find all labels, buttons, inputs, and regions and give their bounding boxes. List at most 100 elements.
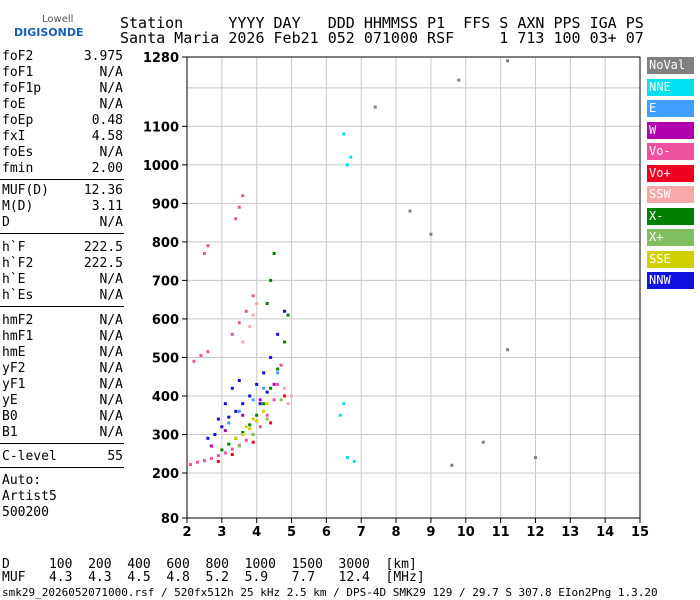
data-point [230, 386, 234, 390]
param-name: M(D) [2, 199, 34, 214]
data-point [234, 436, 238, 440]
data-point [262, 409, 266, 413]
data-point [283, 309, 287, 313]
data-point [237, 409, 241, 413]
data-point [192, 359, 196, 363]
param-hf2: h`F2 222.5 [2, 256, 123, 272]
x-tick-label: 9 [426, 525, 435, 540]
data-point [373, 105, 377, 109]
data-point [237, 205, 241, 209]
data-point [230, 332, 234, 336]
param-b1: B1 N/A [2, 425, 123, 441]
param-name: yF1 [2, 377, 26, 392]
data-point [345, 163, 349, 167]
x-tick-label: 4 [252, 525, 261, 540]
data-point [241, 340, 245, 344]
param-hes: h`Es N/A [2, 288, 123, 304]
data-point [199, 354, 203, 358]
panel-divider [0, 179, 124, 180]
param-value: 222.5 [83, 256, 123, 271]
data-point [265, 390, 269, 394]
data-point [237, 321, 241, 325]
logo-digisonde-text: DIGISONDE [14, 26, 84, 39]
data-point [227, 415, 231, 419]
series-sse [234, 402, 269, 440]
data-point [481, 440, 485, 444]
muf-row: MUF 4.3 4.3 4.5 4.8 5.2 5.9 7.7 12.4 [MH… [2, 570, 425, 585]
param-he: h`E N/A [2, 272, 123, 288]
data-point [342, 402, 346, 406]
param-mufd: MUF(D) 12.36 [2, 183, 123, 199]
data-point [227, 421, 231, 425]
data-point [272, 382, 276, 386]
data-point [265, 413, 269, 417]
param-value: 3.975 [83, 49, 123, 64]
param-clevel: C-level 55 [2, 449, 123, 465]
data-point [202, 459, 206, 463]
header-values: Santa Maria 2026 Feb21 052 071000 RSF 1 … [120, 29, 644, 47]
param-name: fmin [2, 161, 34, 176]
panel-divider [0, 233, 124, 234]
panel-divider [0, 467, 124, 468]
param-name: yE [2, 393, 18, 408]
data-point [248, 423, 252, 427]
y-tick-label: 300 [152, 428, 179, 443]
data-point [248, 394, 252, 398]
legend-vo: Vo- [647, 143, 694, 160]
param-name: hmE [2, 345, 26, 360]
data-point [269, 355, 273, 359]
param-yf1: yF1 N/A [2, 377, 123, 393]
panel-divider [0, 443, 124, 444]
param-value: 3.11 [91, 199, 123, 214]
auto-label: Auto: [2, 473, 42, 488]
param-value: N/A [99, 288, 123, 303]
data-point [209, 456, 213, 460]
x-tick-label: 13 [561, 525, 579, 540]
data-point [251, 294, 255, 298]
param-fxi: fxI 4.58 [2, 129, 123, 145]
data-point [248, 427, 252, 431]
param-value: 222.5 [83, 240, 123, 255]
data-point [345, 456, 349, 460]
x-tick-label: 3 [217, 525, 226, 540]
data-point [258, 402, 262, 406]
legend-noval: NoVal [647, 57, 694, 74]
digisonde-logo: Lowell DIGISONDE [4, 4, 83, 39]
param-foep: foEp 0.48 [2, 113, 123, 129]
param-b0: B0 N/A [2, 409, 123, 425]
data-point [290, 394, 294, 398]
data-point [223, 402, 227, 406]
x-tick-label: 5 [287, 525, 296, 540]
param-value: N/A [99, 313, 123, 328]
data-point [276, 382, 280, 386]
param-yf2: yF2 N/A [2, 361, 123, 377]
series-nne [338, 132, 356, 463]
y-tick-label: 800 [152, 236, 179, 251]
data-point [230, 453, 234, 457]
param-name: foF1 [2, 65, 34, 80]
data-point [349, 155, 353, 159]
param-value: N/A [99, 272, 123, 287]
param-value: 0.48 [91, 113, 123, 128]
param-foes: foEs N/A [2, 145, 123, 161]
data-point [533, 456, 537, 460]
data-point [244, 425, 248, 429]
y-tick-label: 200 [152, 467, 179, 482]
logo-lowell-text: Lowell [42, 14, 74, 25]
x-tick-label: 10 [457, 525, 475, 540]
x-tick-label: 14 [596, 525, 614, 540]
series-noval [373, 59, 537, 467]
data-point [234, 409, 238, 413]
y-tick-label: 80 [161, 512, 179, 527]
param-value: N/A [99, 409, 123, 424]
legend-w: W [647, 121, 694, 139]
legend-ssw: SSW [647, 186, 694, 203]
param-fmin: fmin 2.00 [2, 161, 123, 177]
data-point [269, 421, 273, 425]
param-hmf1: hmF1 N/A [2, 329, 123, 345]
y-tick-label: 1000 [143, 159, 179, 174]
data-point [342, 132, 346, 136]
data-point [276, 371, 280, 375]
data-point [258, 425, 262, 429]
data-point [255, 302, 259, 306]
